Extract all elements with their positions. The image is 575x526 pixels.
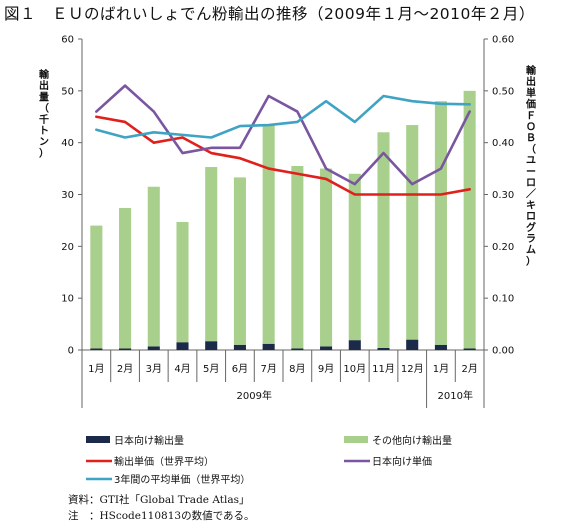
bar-japan-export xyxy=(348,340,361,350)
x-tick-label: 12月 xyxy=(401,363,424,375)
bar-japan-export xyxy=(233,344,246,350)
bar-japan-export xyxy=(377,347,390,350)
bar-japan-export xyxy=(176,342,189,350)
y-left-tick-label: 30 xyxy=(61,190,74,201)
bar-japan-export xyxy=(262,343,275,350)
bar-japan-export xyxy=(147,346,160,350)
y-right-tick-label: 0.60 xyxy=(492,35,514,46)
y-right-tick-label: 0.40 xyxy=(492,138,514,149)
line-avg-price xyxy=(95,94,471,139)
y-left-tick-label: 10 xyxy=(61,294,74,305)
y-left-tick-label: 20 xyxy=(61,242,74,253)
bar-other-export xyxy=(233,177,246,345)
bar-japan-export xyxy=(406,339,419,350)
bar-japan-export xyxy=(434,344,447,350)
x-tick-label: 3月 xyxy=(146,363,162,375)
y-right-tick-label: 0.20 xyxy=(492,242,514,253)
source-note: 資料：GTI社「Global Trade Atlas」 xyxy=(68,494,250,506)
y-right-tick-label: 0.10 xyxy=(492,294,514,305)
y-left-axis-label: 輸出量（千トン） xyxy=(39,68,50,159)
y-left-tick-label: 40 xyxy=(61,138,74,149)
y-right-tick-label: 0.50 xyxy=(492,86,514,97)
bar-japan-export xyxy=(320,346,333,350)
bar-japan-export xyxy=(90,348,103,350)
hscode-note: 注 ：HScode110813の数値である。 xyxy=(68,510,255,522)
x-tick-label: 1月 xyxy=(433,363,449,375)
x-tick-label: 11月 xyxy=(372,363,395,375)
bar-japan-export xyxy=(291,348,304,350)
x-tick-label: 10月 xyxy=(343,363,366,375)
legend-label-japan-export: 日本向け輸出量 xyxy=(114,434,184,447)
bar-other-export xyxy=(434,101,447,345)
legend-swatch-japan-export xyxy=(86,436,110,443)
bar-other-export xyxy=(90,225,103,349)
bar-other-export xyxy=(205,167,218,342)
bar-japan-export xyxy=(463,348,476,350)
y-right-tick-label: 0.00 xyxy=(492,346,514,357)
x-tick-label: 6月 xyxy=(232,363,248,375)
bar-other-export xyxy=(291,165,304,349)
bar-japan-export xyxy=(119,348,132,350)
y-left-tick-label: 60 xyxy=(61,35,74,46)
legend-swatch-other-export xyxy=(344,436,368,443)
y-left-tick-label: 0 xyxy=(68,346,74,357)
bar-other-export xyxy=(119,207,132,349)
notes: 資料：GTI社「Global Trade Atlas」 注 ：HScode110… xyxy=(68,492,254,524)
bar-japan-export xyxy=(205,341,218,350)
x-tick-label: 7月 xyxy=(260,363,276,375)
figure-title: 図１ ＥＵのばれいしょでん粉輸出の推移（2009年１月～2010年２月） xyxy=(4,5,535,23)
x-tick-label: 8月 xyxy=(289,363,305,375)
bar-other-export xyxy=(463,90,476,349)
bar-other-export xyxy=(176,221,189,343)
bar-other-export xyxy=(262,124,275,344)
legend-label-avg-price: 3年間の平均単価（世界平均） xyxy=(114,473,250,486)
bar-other-export xyxy=(377,132,390,348)
x-tick-label: 5月 xyxy=(203,363,219,375)
x-tick-label: 4月 xyxy=(174,363,190,375)
legend-label-other-export: その他向け輸出量 xyxy=(372,434,452,447)
legend-label-export-price: 輸出単価（世界平均） xyxy=(114,455,214,468)
line-export-price xyxy=(95,115,471,196)
x-tick-label: 1月 xyxy=(88,363,104,375)
bar-other-export xyxy=(348,173,361,341)
line-japan-price xyxy=(95,84,471,186)
legend-label-japan-price: 日本向け単価 xyxy=(372,455,432,468)
x-year-label: 2009年 xyxy=(237,389,272,402)
y-left-tick-label: 50 xyxy=(61,86,74,97)
y-right-tick-label: 0.30 xyxy=(492,190,514,201)
y-right-axis-label: 輸出単価ＦＯＢ（ユーロ／キログラム） xyxy=(525,64,537,267)
x-tick-label: 2月 xyxy=(461,363,477,375)
x-year-label: 2010年 xyxy=(438,389,473,402)
bar-other-export xyxy=(320,168,333,347)
x-tick-label: 9月 xyxy=(318,363,334,375)
bar-other-export xyxy=(406,125,419,340)
bar-other-export xyxy=(147,186,160,347)
x-tick-label: 2月 xyxy=(117,363,133,375)
